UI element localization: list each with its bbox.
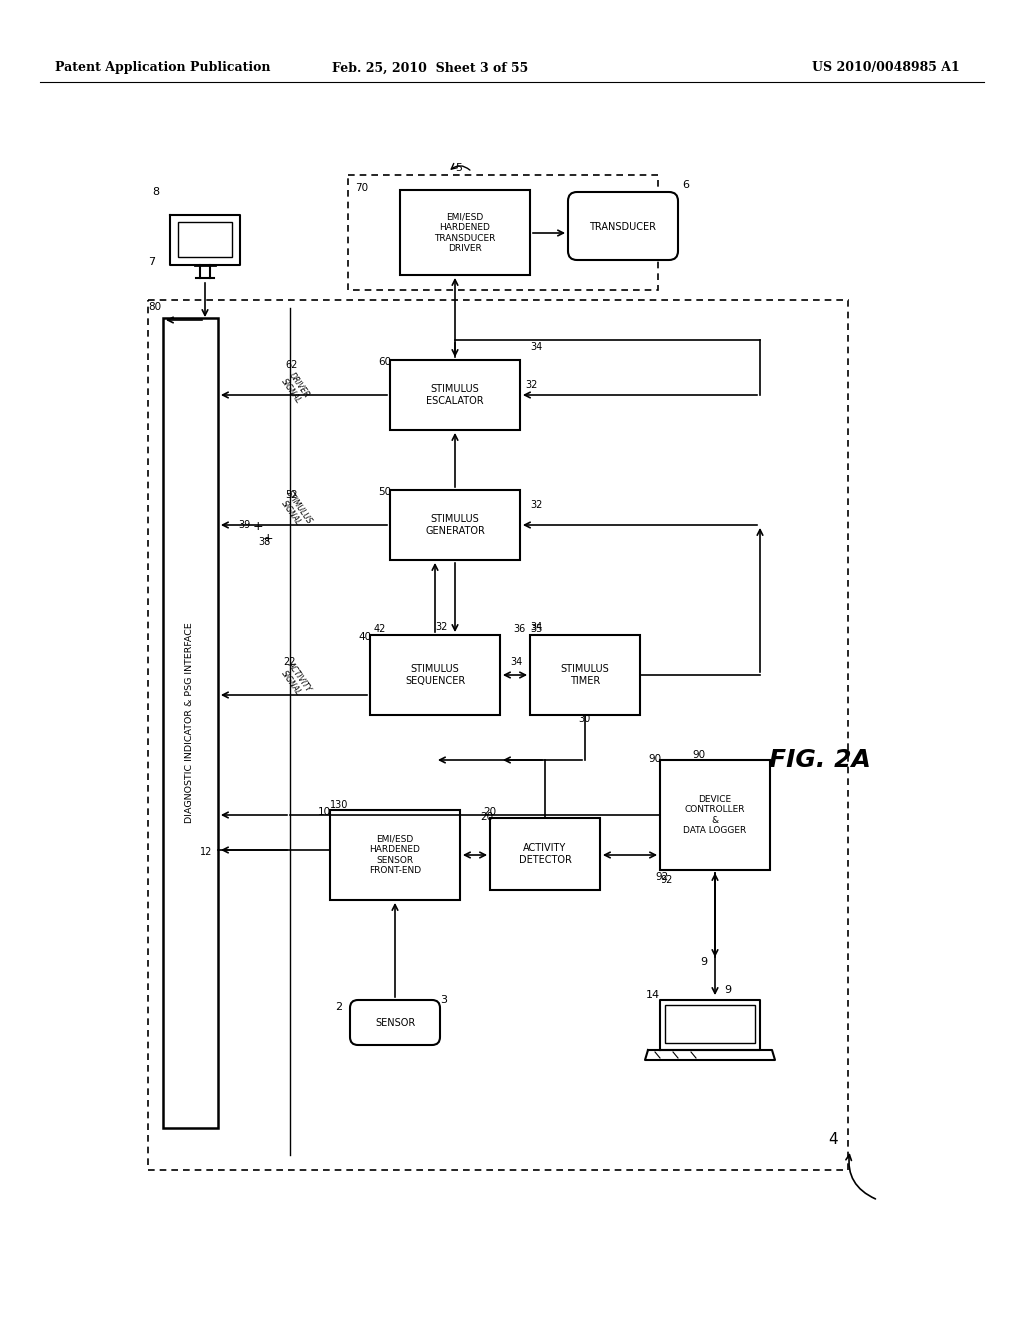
Text: ACTIVITY
DETECTOR: ACTIVITY DETECTOR bbox=[518, 843, 571, 865]
Text: 3: 3 bbox=[440, 995, 447, 1005]
Text: +: + bbox=[253, 520, 263, 533]
Text: 90: 90 bbox=[648, 754, 662, 764]
Text: 34: 34 bbox=[530, 342, 543, 352]
Text: EMI/ESD
HARDENED
TRANSDUCER
DRIVER: EMI/ESD HARDENED TRANSDUCER DRIVER bbox=[434, 213, 496, 253]
Text: 34: 34 bbox=[530, 622, 543, 632]
FancyBboxPatch shape bbox=[390, 360, 520, 430]
Text: 90: 90 bbox=[692, 750, 706, 760]
FancyBboxPatch shape bbox=[568, 191, 678, 260]
Text: 70: 70 bbox=[355, 183, 368, 193]
Text: 32: 32 bbox=[435, 622, 447, 632]
FancyBboxPatch shape bbox=[660, 760, 770, 870]
Text: 9: 9 bbox=[700, 957, 708, 968]
Text: 36: 36 bbox=[514, 624, 526, 634]
Text: DIAGNOSTIC INDICATOR & PSG INTERFACE: DIAGNOSTIC INDICATOR & PSG INTERFACE bbox=[185, 623, 195, 824]
Text: US 2010/0048985 A1: US 2010/0048985 A1 bbox=[812, 62, 961, 74]
Text: 39: 39 bbox=[238, 520, 250, 531]
FancyBboxPatch shape bbox=[330, 810, 460, 900]
Text: STIMULUS
ESCALATOR: STIMULUS ESCALATOR bbox=[426, 384, 483, 405]
Text: 32: 32 bbox=[530, 500, 543, 510]
Text: 52: 52 bbox=[285, 490, 298, 500]
Text: 38: 38 bbox=[258, 537, 270, 546]
FancyBboxPatch shape bbox=[163, 318, 218, 1129]
Text: 14: 14 bbox=[646, 990, 660, 1001]
FancyBboxPatch shape bbox=[370, 635, 500, 715]
Text: 20: 20 bbox=[480, 812, 494, 822]
Text: 5: 5 bbox=[455, 162, 462, 173]
Text: 92: 92 bbox=[655, 873, 669, 882]
FancyBboxPatch shape bbox=[350, 1001, 440, 1045]
Text: 40: 40 bbox=[358, 632, 371, 642]
Text: 130: 130 bbox=[330, 800, 348, 810]
Text: 60: 60 bbox=[378, 356, 391, 367]
Text: SENSOR: SENSOR bbox=[375, 1018, 415, 1028]
Text: STIMULUS
GENERATOR: STIMULUS GENERATOR bbox=[425, 515, 485, 536]
Text: 9: 9 bbox=[724, 985, 731, 995]
Text: 92: 92 bbox=[660, 875, 673, 884]
FancyBboxPatch shape bbox=[490, 818, 600, 890]
Text: 10: 10 bbox=[318, 807, 331, 817]
Text: FIG. 2A: FIG. 2A bbox=[769, 748, 871, 772]
Text: 20: 20 bbox=[483, 807, 496, 817]
FancyBboxPatch shape bbox=[530, 635, 640, 715]
Text: 12: 12 bbox=[200, 847, 212, 857]
Text: STIMULUS
SEQUENCER: STIMULUS SEQUENCER bbox=[404, 664, 465, 686]
Text: 6: 6 bbox=[682, 180, 689, 190]
Text: Patent Application Publication: Patent Application Publication bbox=[55, 62, 270, 74]
Text: ACTIVITY
SIGNAL: ACTIVITY SIGNAL bbox=[278, 660, 312, 700]
Text: 7: 7 bbox=[148, 257, 155, 267]
Text: 34: 34 bbox=[510, 657, 522, 667]
Text: DRIVER
SIGNAL: DRIVER SIGNAL bbox=[279, 371, 311, 405]
Text: 35: 35 bbox=[530, 624, 543, 634]
Text: Feb. 25, 2010  Sheet 3 of 55: Feb. 25, 2010 Sheet 3 of 55 bbox=[332, 62, 528, 74]
Text: 30: 30 bbox=[578, 714, 590, 723]
Text: 8: 8 bbox=[152, 187, 159, 197]
Text: 50: 50 bbox=[378, 487, 391, 498]
Text: 80: 80 bbox=[148, 302, 161, 312]
Text: STIMULUS
SIGNAL: STIMULUS SIGNAL bbox=[275, 488, 314, 532]
FancyBboxPatch shape bbox=[390, 490, 520, 560]
Text: +: + bbox=[263, 532, 273, 545]
Text: DEVICE
CONTROLLER
&
DATA LOGGER: DEVICE CONTROLLER & DATA LOGGER bbox=[683, 795, 746, 836]
Text: STIMULUS
TIMER: STIMULUS TIMER bbox=[560, 664, 609, 686]
Text: 42: 42 bbox=[374, 624, 386, 634]
Text: 32: 32 bbox=[525, 380, 538, 389]
FancyBboxPatch shape bbox=[400, 190, 530, 275]
Text: 22: 22 bbox=[283, 657, 296, 667]
Text: 2: 2 bbox=[335, 1002, 342, 1012]
Text: TRANSDUCER: TRANSDUCER bbox=[590, 222, 656, 232]
FancyBboxPatch shape bbox=[665, 1005, 755, 1043]
Text: 62: 62 bbox=[285, 360, 297, 370]
Text: 4: 4 bbox=[828, 1133, 838, 1147]
FancyBboxPatch shape bbox=[178, 222, 232, 257]
Text: EMI/ESD
HARDENED
SENSOR
FRONT-END: EMI/ESD HARDENED SENSOR FRONT-END bbox=[369, 836, 421, 875]
